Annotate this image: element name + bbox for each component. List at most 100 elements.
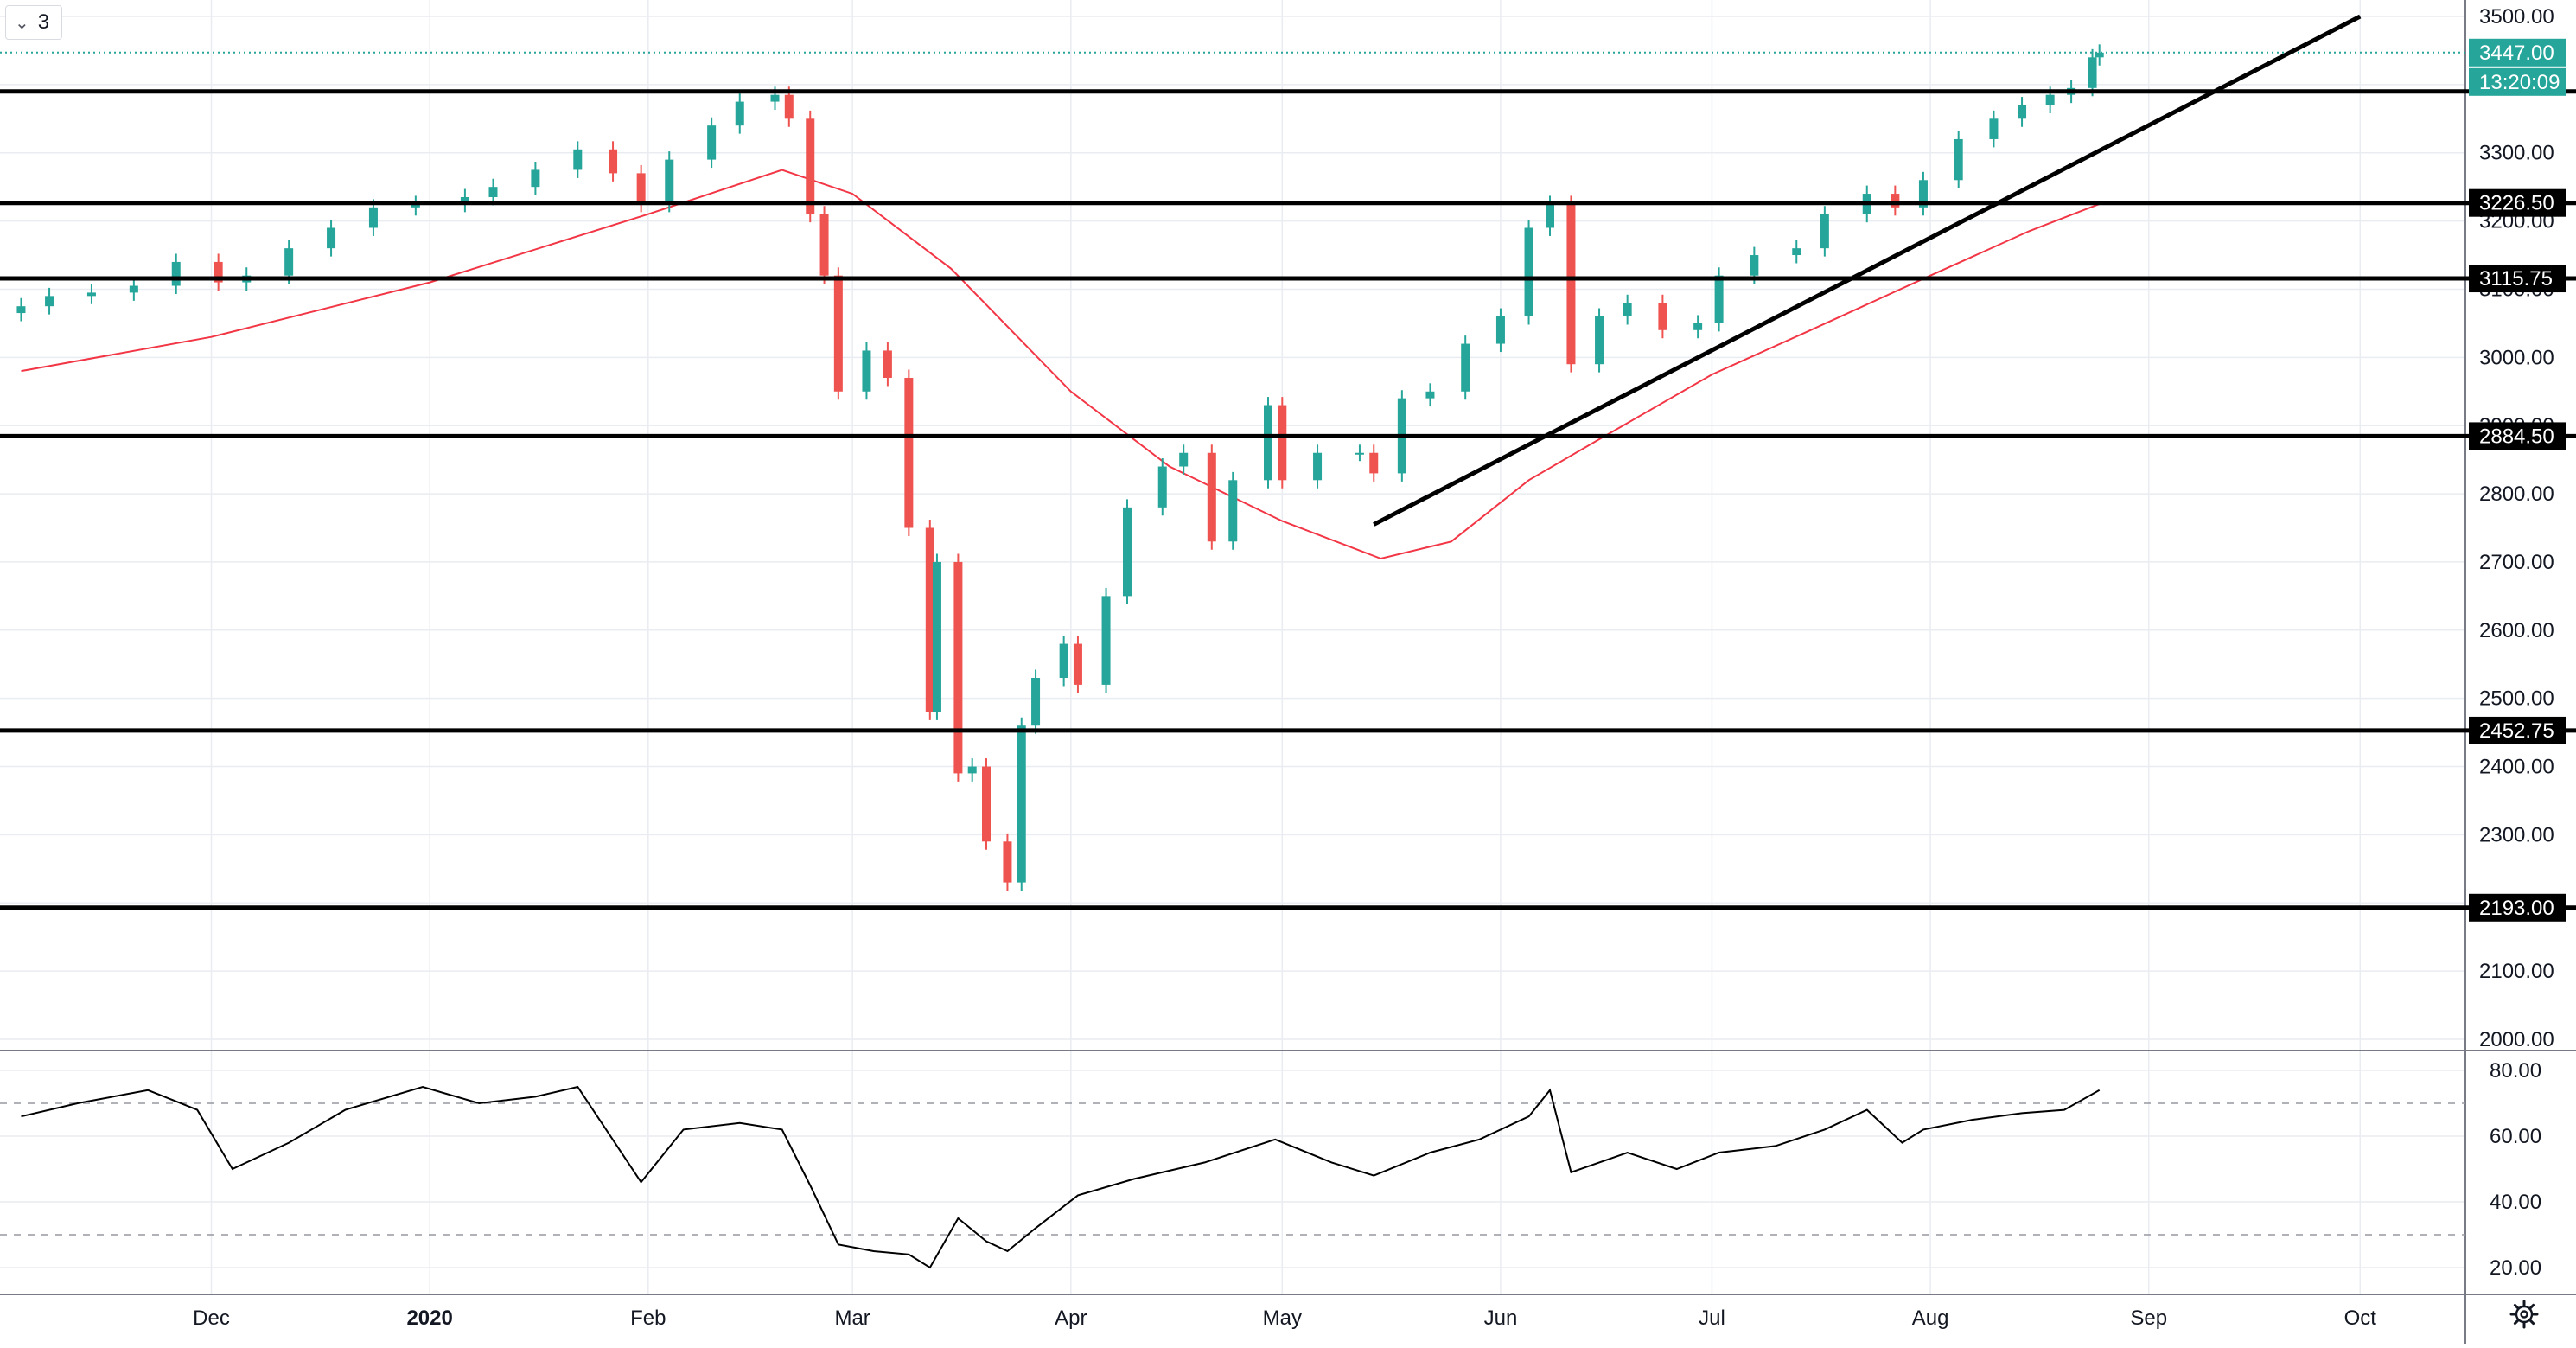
level-price-badge-text: 2452.75 [2479, 719, 2554, 743]
candle-body [1313, 452, 1323, 481]
time-axis-label: Jul [1699, 1306, 1725, 1330]
candle-body [1566, 203, 1576, 365]
candle-body [573, 149, 583, 170]
price-axis-label: 2100.00 [2479, 960, 2554, 983]
price-axis-label: 3300.00 [2479, 142, 2554, 165]
moving-average-line [21, 169, 2101, 560]
candle-body [1623, 303, 1632, 317]
oscillator-line [21, 1085, 2101, 1269]
oscillator-axis-label: 40.00 [2490, 1191, 2541, 1214]
price-axis-label: 2300.00 [2479, 823, 2554, 846]
candle-body [806, 118, 815, 214]
level-price-badge-text: 3115.75 [2479, 267, 2553, 291]
candle-body [735, 101, 744, 126]
price-axis-label: 2600.00 [2479, 619, 2554, 642]
countdown-badge [2469, 67, 2566, 96]
candle-body [982, 766, 991, 842]
time-axis-label: May [1263, 1306, 1302, 1330]
candle-body [1355, 452, 1364, 455]
candle-body [86, 292, 96, 297]
candle-body [819, 214, 829, 276]
time-axis-label: Mar [834, 1306, 870, 1330]
time-axis-label: Aug [1912, 1306, 1949, 1330]
candle-body [2018, 105, 2027, 119]
candle-body [1017, 725, 1026, 883]
interval-button[interactable]: ⌄ 3 [5, 5, 63, 40]
settings-gear-icon[interactable] [2503, 1294, 2545, 1335]
oscillator-pane [0, 1085, 2465, 1269]
candle-body [214, 261, 223, 283]
price-axis-label: 2400.00 [2479, 756, 2554, 779]
candle-body [925, 527, 934, 712]
level-price-badge-text: 2884.50 [2479, 425, 2554, 448]
candle-body [1461, 343, 1470, 392]
level-price-badge [2469, 893, 2566, 922]
candle-body [171, 261, 181, 286]
candle-body [1101, 596, 1111, 685]
candle-body [932, 561, 941, 712]
candle-body [833, 275, 843, 392]
candle-body [784, 94, 794, 119]
candle-body [1524, 227, 1533, 317]
candle-body [1750, 255, 1759, 276]
price-axis-label: 2500.00 [2479, 687, 2554, 711]
candle-body [2095, 52, 2104, 58]
level-price-badge [2469, 265, 2566, 293]
candle-body [883, 350, 892, 378]
price-axis-label: 3000.00 [2479, 346, 2554, 369]
last-price-badge-text: 3447.00 [2479, 42, 2554, 65]
candle-body [460, 196, 469, 204]
candle-body [1207, 452, 1216, 542]
candle-body [1425, 391, 1435, 399]
candle-body [665, 159, 674, 204]
price-axis-label: 2800.00 [2479, 482, 2554, 506]
candle-body [411, 203, 420, 208]
price-axis-label: 2000.00 [2479, 1028, 2554, 1051]
price-pane [0, 14, 2465, 910]
candle-body [531, 169, 540, 188]
candle-body [1369, 452, 1379, 474]
candle-body [904, 377, 914, 528]
chevron-down-icon: ⌄ [15, 13, 29, 33]
candle-body [488, 187, 498, 197]
candle-body [1989, 118, 1999, 139]
candle-body [770, 94, 780, 102]
candle-body [1658, 303, 1667, 330]
candle-body [636, 173, 646, 204]
oscillator-axis-label: 80.00 [2490, 1059, 2541, 1083]
candle-body [1264, 405, 1272, 481]
candle-body [129, 285, 138, 293]
gear-icon [2509, 1300, 2539, 1329]
time-axis-label: Jun [1484, 1306, 1518, 1330]
candle-body [1918, 180, 1928, 208]
level-price-badge [2469, 716, 2566, 744]
candle-body [1073, 643, 1082, 685]
candle-body [1546, 203, 1554, 228]
level-price-badge-text: 2193.00 [2479, 897, 2554, 920]
candle-body [1954, 138, 1963, 181]
candle-body [1693, 323, 1703, 330]
candle-body [967, 766, 977, 774]
candle-body [16, 306, 26, 314]
time-axis-label: Sep [2130, 1306, 2167, 1330]
candle-body [2045, 94, 2055, 105]
candle-body [862, 350, 871, 392]
candle-body [284, 248, 294, 276]
candle-body [953, 561, 963, 774]
candle-body [1003, 841, 1012, 883]
candle-body [1179, 452, 1189, 467]
candle-body [1495, 316, 1505, 344]
oscillator-axis-label: 60.00 [2490, 1125, 2541, 1148]
candle-body [368, 207, 378, 228]
time-axis-label: 2020 [406, 1306, 452, 1330]
candle-body [2088, 57, 2097, 88]
candle-body [327, 227, 336, 249]
candle-body [1820, 214, 1829, 249]
candle-body [1123, 507, 1132, 597]
candle-body [1714, 275, 1724, 323]
time-axis-label: Oct [2344, 1306, 2377, 1330]
level-price-badge [2469, 422, 2566, 450]
candle-body [1278, 405, 1287, 481]
